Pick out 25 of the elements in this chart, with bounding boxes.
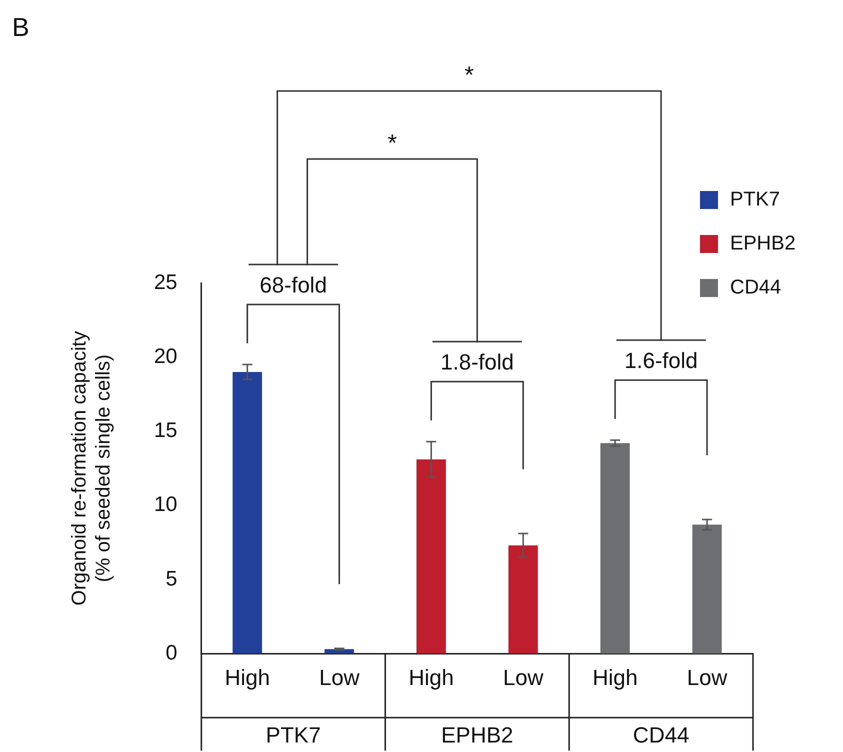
legend-label: EPHB2 [730,232,796,255]
text: * [388,130,397,157]
annotation: 1.6-fold [624,348,698,374]
text: CD44 [632,722,690,748]
x-tick-label: High [592,664,638,690]
text: EPHB2 [441,722,514,748]
annotation: 1.8-fold [440,350,514,375]
y-tick-label: 25 [154,270,178,294]
text: PTK7 [266,722,321,748]
x-tick-label: Low [686,664,728,690]
x-tick-label: Low [319,664,360,690]
legend-label: CD44 [730,276,782,299]
y-tick-label: 15 [154,419,178,442]
x-tick-label: Low [502,664,544,690]
legend-label: PTK7 [730,188,780,211]
x-tick-label: High [224,664,270,690]
annotation: 68-fold [260,272,327,298]
chart-title: B [12,12,30,42]
x-tick-label: High [408,664,454,690]
y-axis-title: Organoid re-formation capacity (% of seeded single cells) [68,331,115,606]
y-tick-label: 10 [154,493,178,516]
y-tick-label: 0 [166,641,178,664]
y-tick-label: 20 [154,344,178,368]
y-tick-label: 5 [166,567,178,590]
text: * [464,62,474,89]
